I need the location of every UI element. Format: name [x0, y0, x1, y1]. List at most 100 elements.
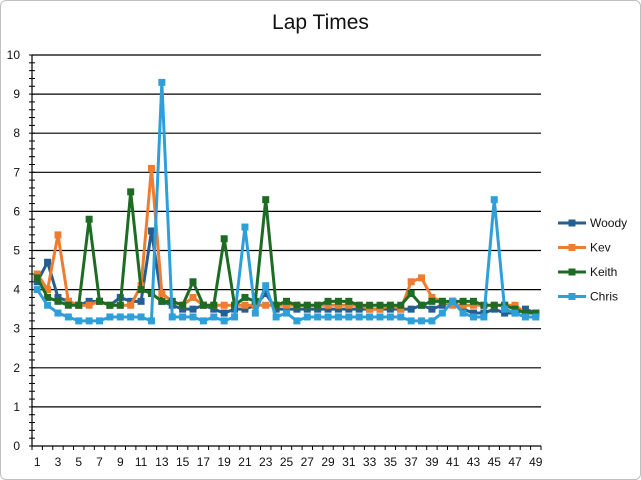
legend-item-keith: Keith — [558, 265, 617, 279]
data-point — [33, 274, 41, 282]
data-point — [85, 215, 93, 223]
data-point — [345, 297, 353, 305]
data-point — [44, 258, 52, 266]
data-point — [96, 317, 104, 325]
data-point — [366, 305, 374, 313]
data-point — [459, 309, 467, 317]
data-point — [127, 301, 135, 309]
data-point — [293, 305, 301, 313]
gridlines — [32, 54, 541, 408]
data-point — [210, 313, 218, 321]
data-point — [469, 309, 477, 317]
data-point — [262, 290, 270, 298]
data-point — [521, 309, 529, 317]
series-chris — [33, 78, 540, 325]
data-point — [272, 301, 280, 309]
data-point — [44, 286, 52, 294]
data-point — [459, 305, 467, 313]
legend-item-woody: Woody — [558, 216, 627, 230]
data-point — [428, 297, 436, 305]
y-tick-label: 7 — [13, 165, 20, 179]
series-line-kev — [35, 166, 536, 315]
data-point — [283, 305, 290, 313]
data-point — [314, 313, 322, 321]
data-point — [283, 301, 290, 309]
data-point — [511, 301, 519, 309]
data-point — [314, 301, 322, 309]
data-point — [241, 223, 249, 231]
data-point — [64, 313, 72, 321]
data-point — [355, 313, 363, 321]
data-point — [262, 301, 270, 309]
data-point — [85, 301, 93, 309]
data-point — [54, 309, 62, 317]
data-point — [33, 278, 41, 286]
data-point — [54, 231, 62, 239]
data-point — [96, 297, 104, 305]
data-point — [355, 305, 363, 313]
data-point — [137, 313, 145, 321]
legend-label: Kev — [590, 241, 611, 255]
data-point — [438, 301, 446, 309]
x-tick-label: 13 — [155, 455, 169, 469]
x-tick-label: 33 — [363, 455, 377, 469]
data-point — [293, 301, 301, 309]
data-point — [407, 290, 415, 298]
x-tick-label: 37 — [404, 455, 418, 469]
y-tick-label: 10 — [7, 48, 21, 62]
y-tick-label: 9 — [13, 87, 20, 101]
data-point — [127, 297, 135, 305]
y-tick-label: 5 — [13, 244, 20, 258]
data-point — [511, 305, 519, 313]
data-point — [283, 309, 290, 317]
data-point — [33, 286, 41, 294]
data-point — [418, 301, 426, 309]
data-point — [490, 305, 498, 313]
legend-item-kev: Kev — [558, 241, 611, 255]
data-point — [386, 305, 394, 313]
data-point — [127, 188, 135, 196]
data-point — [158, 290, 166, 298]
data-point — [428, 317, 436, 325]
data-point — [511, 309, 519, 317]
data-point — [283, 297, 290, 305]
data-point — [418, 274, 426, 282]
data-point — [334, 297, 342, 305]
data-point — [44, 293, 52, 301]
data-point — [199, 317, 207, 325]
data-point — [428, 293, 436, 301]
series-line-chris — [35, 80, 536, 323]
data-point — [366, 313, 374, 321]
x-tick-label: 41 — [446, 455, 460, 469]
data-point — [407, 278, 415, 286]
data-point — [501, 309, 509, 317]
legend-marker — [568, 219, 576, 227]
data-point — [127, 313, 135, 321]
data-point — [85, 297, 93, 305]
series-kev — [33, 164, 540, 317]
x-tick-label: 39 — [425, 455, 439, 469]
x-tick-label: 25 — [280, 455, 294, 469]
x-tick-label: 23 — [259, 455, 273, 469]
data-point — [189, 313, 197, 321]
data-point — [158, 78, 166, 86]
data-point — [314, 305, 322, 313]
data-point — [179, 305, 187, 313]
data-point — [220, 317, 228, 325]
x-tick-label: 35 — [384, 455, 398, 469]
legend-label: Woody — [590, 216, 627, 230]
y-tick-label: 2 — [13, 361, 20, 375]
x-tick-label: 31 — [342, 455, 356, 469]
data-point — [251, 309, 259, 317]
y-tick-label: 0 — [13, 439, 20, 453]
data-point — [324, 301, 332, 309]
data-point — [386, 313, 394, 321]
x-tick-label: 21 — [238, 455, 252, 469]
data-point — [54, 293, 62, 301]
data-point — [366, 301, 374, 309]
data-point — [220, 235, 228, 243]
y-tick-label: 3 — [13, 322, 20, 336]
data-point — [418, 317, 426, 325]
data-point — [334, 301, 342, 309]
